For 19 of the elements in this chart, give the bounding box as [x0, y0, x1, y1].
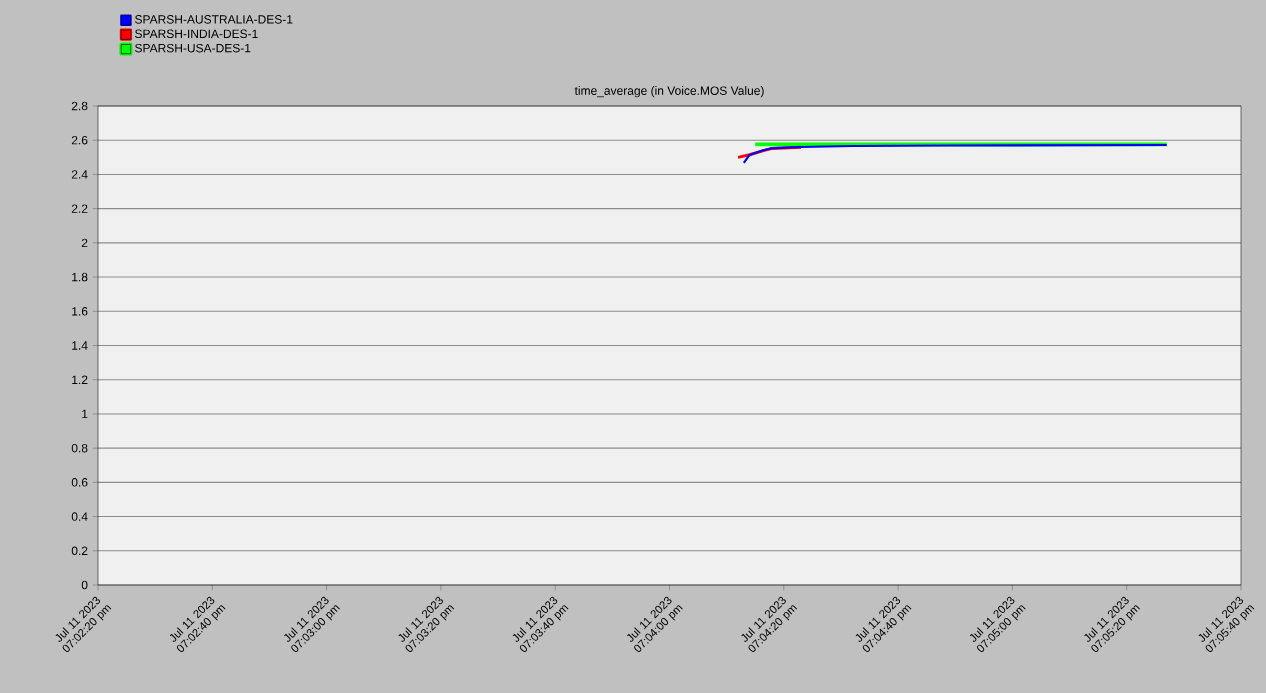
legend-label: SPARSH-AUSTRALIA-DES-1 — [135, 15, 293, 24]
y-tick-label: 2.6 — [71, 135, 88, 145]
y-tick-label: 2.8 — [71, 101, 88, 111]
y-tick-label: 1.8 — [72, 272, 88, 282]
legend-label: SPARSH-INDIA-DES-1 — [135, 29, 258, 39]
y-tick-label: 0.8 — [71, 443, 88, 453]
y-tick-label: 0.2 — [71, 546, 88, 556]
y-tick-label: 1.4 — [72, 341, 88, 350]
y-tick-label: 1 — [82, 409, 88, 419]
y-tick-label: 1.2 — [72, 375, 88, 384]
y-tick-label: 0 — [81, 580, 88, 590]
legend-label: SPARSH-USA-DES-1 — [135, 43, 251, 53]
y-tick-label: 0.4 — [71, 512, 88, 521]
y-tick-label: 0.6 — [71, 478, 88, 487]
y-tick-label: 1.6 — [72, 307, 88, 316]
chart-title: time_average (in Voice.MOS Value) — [574, 86, 764, 98]
y-tick-label: 2.2 — [71, 204, 88, 213]
y-tick-label: 2 — [81, 238, 88, 248]
y-tick-label: 2.4 — [71, 170, 88, 179]
